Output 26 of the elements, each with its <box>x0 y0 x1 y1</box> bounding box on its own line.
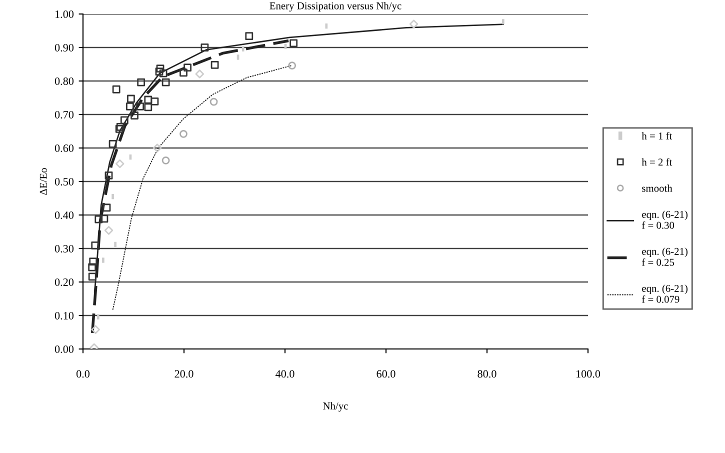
y-tick-label: 0.10 <box>54 312 74 320</box>
y-tick-label: 0.70 <box>54 110 74 119</box>
legend-label: h = 2 ft <box>642 158 672 166</box>
x-tick-label: 80.0 <box>478 370 496 378</box>
x-tick-label: 0.0 <box>76 370 90 378</box>
legend-label: eqn. (6-21) f = 0.30 <box>642 210 688 229</box>
x-tick-label: 20.0 <box>174 370 194 378</box>
y-tick-label: 0.60 <box>54 144 74 152</box>
y-tick-label: 0.50 <box>54 178 74 186</box>
y-tick-label: 0.00 <box>54 345 74 354</box>
legend-label: eqn. (6-21) f = 0.25 <box>642 248 688 266</box>
x-tick-label: 60.0 <box>376 370 396 378</box>
y-axis-title: ΔE/Eo <box>40 168 47 195</box>
legend-label: smooth <box>642 184 672 192</box>
legend-label: h = 1 ft <box>642 132 672 140</box>
chart-title: Enery Dissipation versus Nh/yc <box>270 2 402 12</box>
y-tick-label: 0.20 <box>54 278 74 286</box>
x-tick-label: 40.0 <box>275 370 294 378</box>
y-tick-label: 0.80 <box>54 77 74 86</box>
x-tick-label: 100.0 <box>576 370 600 378</box>
y-tick-label: 1.00 <box>56 10 74 18</box>
y-tick-label: 0.30 <box>54 244 74 253</box>
y-tick-label: 0.40 <box>54 211 74 220</box>
legend-label: eqn. (6-21) f = 0.079 <box>642 284 688 303</box>
y-tick-label: 0.90 <box>54 44 74 52</box>
x-axis-title: Nh/yc <box>323 402 348 412</box>
